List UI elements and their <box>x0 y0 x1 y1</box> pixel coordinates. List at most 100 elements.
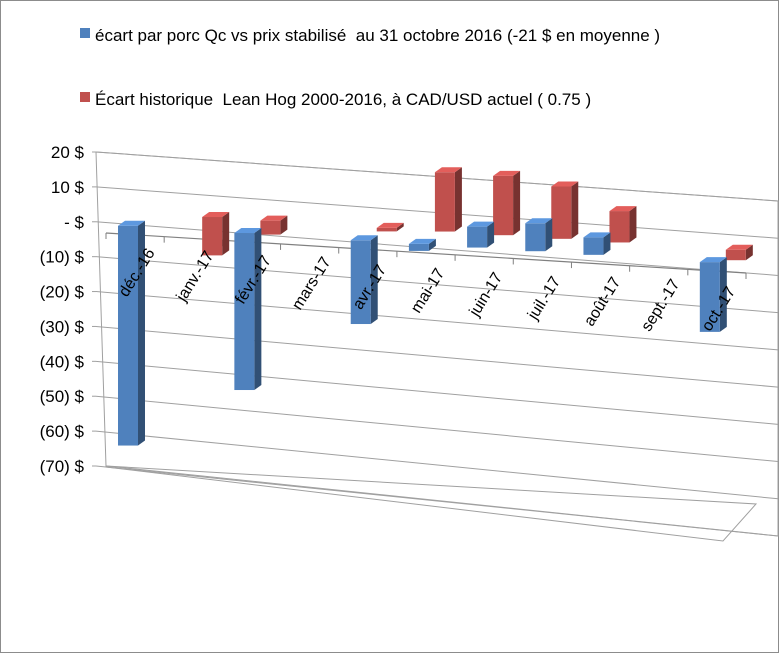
y-tick-label: (20) $ <box>40 283 85 302</box>
bar-series-1-6-top <box>467 221 495 227</box>
bar-series-1-5-side <box>428 238 436 251</box>
y-tick-label: (60) $ <box>40 422 85 441</box>
category-label: mars-17 <box>289 254 335 313</box>
bars <box>118 167 753 446</box>
gridline <box>95 325 779 388</box>
bar-series-2-8 <box>609 206 637 243</box>
y-tick-label: (30) $ <box>40 317 85 336</box>
bar-series-2-1-side <box>222 212 230 256</box>
y-tick-label: (50) $ <box>40 387 85 406</box>
bar-series-1-10-top <box>699 257 727 263</box>
bar-series-2-2 <box>260 215 288 235</box>
floor-edge <box>105 465 758 542</box>
bar-series-2-6-side <box>513 170 521 236</box>
bar-series-1-0 <box>118 220 145 446</box>
y-tick-label: (10) $ <box>40 248 85 267</box>
gridline <box>95 291 779 351</box>
bar-series-1-8-side <box>603 232 611 255</box>
bar-series-2-2-front <box>260 220 281 235</box>
bar-series-1-6-side <box>487 221 495 248</box>
gridline <box>95 256 779 314</box>
bar-series-1-0-side <box>138 220 145 446</box>
legend-swatch-series-1 <box>80 28 90 38</box>
bar-series-1-5-front <box>408 243 429 251</box>
bar-series-1-7-front <box>525 223 546 252</box>
bar-series-1-10 <box>699 257 727 332</box>
category-label: sept.-17 <box>638 276 683 334</box>
category-label: août-17 <box>581 274 624 329</box>
bar-series-2-6 <box>493 170 521 236</box>
legend-label-series-2: Écart historique Lean Hog 2000-2016, à C… <box>95 90 591 109</box>
bar-series-1-2-front <box>234 233 255 391</box>
bar-series-1-0-front <box>118 225 138 446</box>
bar-series-1-2-top <box>234 228 262 234</box>
bar-series-2-4-top <box>376 222 404 228</box>
bar-series-1-0-top <box>118 220 145 226</box>
bar-series-1-5 <box>408 238 436 251</box>
bar-series-2-8-front <box>609 211 630 243</box>
bar-series-2-7 <box>551 181 579 239</box>
bar-series-2-7-front <box>551 186 572 239</box>
bar-series-1-6-front <box>467 226 488 248</box>
bar-series-2-6-top <box>493 170 521 176</box>
bar-series-2-8-side <box>629 206 637 243</box>
legend-label-series-1: écart par porc Qc vs prix stabilisé au 3… <box>95 26 660 45</box>
bar-series-1-4 <box>350 235 378 325</box>
bar-series-1-4-side <box>370 235 378 325</box>
bar-series-2-10-side <box>745 244 753 261</box>
bar-series-2-1-front <box>202 217 223 256</box>
bar-series-1-10-side <box>719 257 727 332</box>
gridline <box>95 465 779 537</box>
bar-series-2-5 <box>434 167 462 232</box>
bar-series-1-2 <box>234 228 262 391</box>
bar-series-1-7-side <box>545 218 553 252</box>
bar-series-2-5-front <box>434 172 455 232</box>
bar-series-1-4-top <box>350 235 378 241</box>
gridline <box>95 360 779 425</box>
gridline <box>95 430 779 500</box>
legend-item-series-1: écart par porc Qc vs prix stabilisé au 3… <box>80 26 660 45</box>
y-tick-labels: 20 $ 10 $ - $ (10) $ (20) $ (30) $ (40) $ (50) … <box>40 143 85 476</box>
bar-series-1-8-front <box>583 237 604 255</box>
category-label: janv.-17 <box>173 248 218 305</box>
bar-series-2-4 <box>376 222 404 232</box>
bar-series-1-2-side <box>254 228 262 391</box>
y-tick-label: 20 $ <box>51 143 85 162</box>
y-tick-label: 10 $ <box>51 178 85 197</box>
bar-series-2-5-side <box>454 167 462 232</box>
bar-series-2-4-front <box>376 227 397 232</box>
bar-series-2-4-side <box>396 222 404 232</box>
bar-series-1-8 <box>583 232 611 255</box>
legend: écart par porc Qc vs prix stabilisé au 3… <box>80 26 660 109</box>
legend-swatch-series-2 <box>80 92 90 102</box>
gridline <box>95 395 779 463</box>
bar-series-2-10 <box>725 244 753 261</box>
y-tick-label: (40) $ <box>40 352 85 371</box>
bar-series-2-1-top <box>202 212 230 218</box>
category-labels: déc.-16 janv.-17 févr.-17 mars-17 avr.-17 mai… <box>116 246 739 335</box>
bar-series-1-8-top <box>583 232 611 238</box>
bar-series-1-5-top <box>408 238 436 244</box>
legend-item-series-2: Écart historique Lean Hog 2000-2016, à C… <box>80 90 591 109</box>
y-tick-label: - $ <box>64 213 84 232</box>
bar-series-2-5-top <box>434 167 462 173</box>
bar-series-2-1 <box>202 212 230 256</box>
bar-series-2-8-top <box>609 206 637 212</box>
bar-series-1-10-front <box>699 262 720 332</box>
bar-series-2-2-side <box>280 215 288 235</box>
bar-series-2-10-top <box>725 244 753 250</box>
bar-series-2-7-side <box>571 181 579 239</box>
bar-series-1-7-top <box>525 218 553 224</box>
bar-series-1-4-front <box>350 240 371 325</box>
y-tick-label: (70) $ <box>40 457 85 476</box>
bar-series-1-6 <box>467 221 495 248</box>
category-label: juil.-17 <box>524 274 564 324</box>
bar-series-2-7-top <box>551 181 579 187</box>
category-label: mai-17 <box>408 266 448 317</box>
bar-series-2-10-front <box>725 249 746 261</box>
bar-series-2-6-front <box>493 175 514 236</box>
category-label: juin-17 <box>466 270 506 321</box>
bar-series-1-7 <box>525 218 553 252</box>
